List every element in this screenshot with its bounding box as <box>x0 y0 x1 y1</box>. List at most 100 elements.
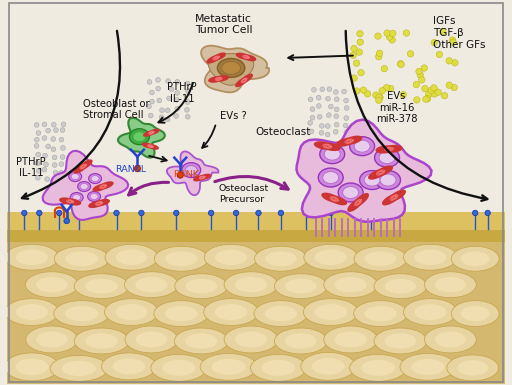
Circle shape <box>421 65 428 71</box>
Ellipse shape <box>254 246 307 271</box>
Circle shape <box>417 72 423 78</box>
Circle shape <box>114 210 119 216</box>
Circle shape <box>60 128 65 132</box>
Circle shape <box>303 210 309 216</box>
Ellipse shape <box>218 59 245 77</box>
Circle shape <box>357 39 364 45</box>
Circle shape <box>147 80 152 84</box>
Ellipse shape <box>185 333 217 349</box>
Circle shape <box>431 91 438 97</box>
Circle shape <box>177 172 183 178</box>
Text: PTHrP
IL-11: PTHrP IL-11 <box>16 157 46 178</box>
Circle shape <box>35 175 40 180</box>
Ellipse shape <box>165 306 198 321</box>
Circle shape <box>326 96 330 101</box>
Ellipse shape <box>334 331 367 348</box>
Circle shape <box>51 147 56 152</box>
Ellipse shape <box>224 326 278 353</box>
Circle shape <box>159 115 164 120</box>
Circle shape <box>169 87 174 92</box>
Circle shape <box>52 162 57 167</box>
Circle shape <box>377 94 383 100</box>
Circle shape <box>386 34 393 40</box>
Ellipse shape <box>85 333 118 349</box>
Circle shape <box>351 75 357 81</box>
Ellipse shape <box>69 172 81 182</box>
Ellipse shape <box>133 132 146 142</box>
Ellipse shape <box>5 244 59 270</box>
Text: IGFs
TGF-β
Other GFs: IGFs TGF-β Other GFs <box>433 17 485 50</box>
Ellipse shape <box>274 328 327 354</box>
Ellipse shape <box>414 304 446 320</box>
Circle shape <box>34 144 39 148</box>
Ellipse shape <box>285 279 317 294</box>
Ellipse shape <box>312 358 345 375</box>
Circle shape <box>308 97 313 102</box>
Ellipse shape <box>461 306 489 321</box>
Circle shape <box>423 96 429 102</box>
Ellipse shape <box>400 353 456 380</box>
Circle shape <box>278 210 284 216</box>
Circle shape <box>351 45 357 52</box>
Ellipse shape <box>354 301 408 326</box>
Circle shape <box>58 176 63 181</box>
Circle shape <box>174 114 179 118</box>
Circle shape <box>185 81 190 86</box>
Ellipse shape <box>350 137 375 156</box>
Circle shape <box>365 90 371 97</box>
Ellipse shape <box>365 306 397 321</box>
Circle shape <box>436 51 442 58</box>
Ellipse shape <box>5 353 59 381</box>
Circle shape <box>309 129 314 134</box>
Ellipse shape <box>359 171 385 189</box>
Ellipse shape <box>265 251 297 266</box>
Ellipse shape <box>5 299 59 326</box>
Ellipse shape <box>89 174 101 184</box>
Circle shape <box>150 90 154 95</box>
Ellipse shape <box>36 331 67 348</box>
Circle shape <box>59 137 64 142</box>
Circle shape <box>441 92 448 99</box>
Circle shape <box>353 60 360 66</box>
Circle shape <box>46 128 51 133</box>
Ellipse shape <box>411 359 444 375</box>
Polygon shape <box>347 193 369 212</box>
Circle shape <box>354 88 360 94</box>
Circle shape <box>452 60 458 66</box>
Ellipse shape <box>154 246 208 271</box>
Ellipse shape <box>361 360 395 376</box>
Circle shape <box>36 168 41 173</box>
Ellipse shape <box>254 301 308 326</box>
Ellipse shape <box>154 301 209 326</box>
Ellipse shape <box>262 360 295 376</box>
Ellipse shape <box>385 333 416 349</box>
Circle shape <box>60 146 66 150</box>
Circle shape <box>373 92 379 98</box>
Circle shape <box>446 82 453 89</box>
Polygon shape <box>382 189 406 206</box>
Circle shape <box>44 162 48 167</box>
Circle shape <box>175 90 180 95</box>
Ellipse shape <box>424 272 476 298</box>
Circle shape <box>360 87 367 93</box>
Polygon shape <box>235 74 253 87</box>
Ellipse shape <box>71 174 79 179</box>
Text: Osteoclast: Osteoclast <box>255 127 311 137</box>
Circle shape <box>34 137 39 142</box>
FancyBboxPatch shape <box>7 235 505 384</box>
Polygon shape <box>375 145 402 154</box>
Circle shape <box>46 144 51 149</box>
Ellipse shape <box>303 299 358 326</box>
Ellipse shape <box>235 277 267 293</box>
Circle shape <box>413 81 420 88</box>
Circle shape <box>403 30 410 36</box>
Ellipse shape <box>16 304 48 320</box>
Circle shape <box>407 50 414 57</box>
Polygon shape <box>88 199 110 208</box>
Circle shape <box>54 128 58 132</box>
Ellipse shape <box>91 176 99 182</box>
Circle shape <box>36 131 41 136</box>
Circle shape <box>343 123 348 128</box>
Circle shape <box>56 210 62 216</box>
Circle shape <box>45 177 50 182</box>
